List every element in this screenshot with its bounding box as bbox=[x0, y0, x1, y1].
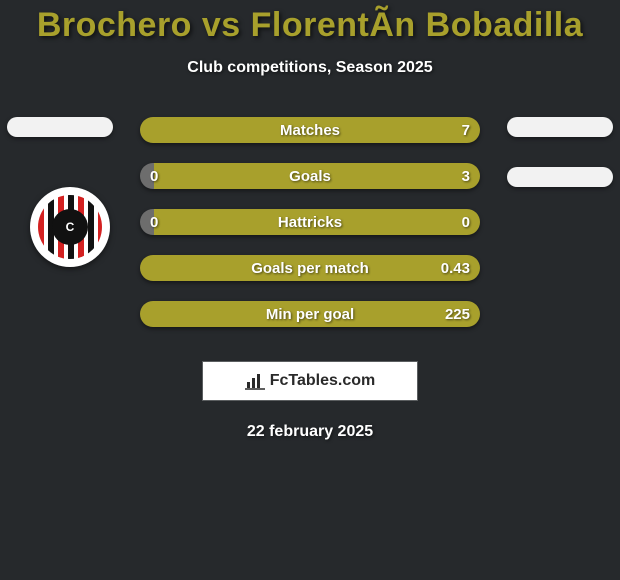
brand-text: FcTables.com bbox=[270, 372, 376, 390]
stat-bar: Matches7 bbox=[140, 117, 480, 143]
stat-bar-label: Goals bbox=[140, 163, 480, 189]
player-right-placeholder bbox=[507, 117, 613, 137]
comparison-body: C Matches7Goals03Hattricks00Goals per ma… bbox=[0, 117, 620, 441]
subtitle: Club competitions, Season 2025 bbox=[187, 59, 432, 77]
stat-bar: Min per goal225 bbox=[140, 301, 480, 327]
stat-bar-label: Matches bbox=[140, 117, 480, 143]
comparison-card: Brochero vs FlorentÃ­n Bobadilla Club co… bbox=[0, 0, 620, 580]
stat-bar-right-value: 225 bbox=[445, 301, 470, 327]
stat-bar-left-value: 0 bbox=[150, 163, 158, 189]
stat-bar-left-value: 0 bbox=[150, 209, 158, 235]
brand-watermark: FcTables.com bbox=[202, 361, 418, 401]
stat-bar-list: Matches7Goals03Hattricks00Goals per matc… bbox=[140, 117, 480, 327]
stat-bar-right-value: 0.43 bbox=[441, 255, 470, 281]
stat-bar-label: Goals per match bbox=[140, 255, 480, 281]
player-right-placeholder-2 bbox=[507, 167, 613, 187]
stat-bar: Goals per match0.43 bbox=[140, 255, 480, 281]
stat-bar: Goals0 3 bbox=[140, 163, 480, 189]
stat-bar-right-value: 3 bbox=[462, 163, 470, 189]
stat-bar: Hattricks0 0 bbox=[140, 209, 480, 235]
club-badge-left: C bbox=[30, 187, 110, 267]
stat-bar-right-value: 0 bbox=[462, 209, 470, 235]
page-title: Brochero vs FlorentÃ­n Bobadilla bbox=[37, 6, 583, 45]
stat-bar-label: Hattricks bbox=[140, 209, 480, 235]
stat-bar-label: Min per goal bbox=[140, 301, 480, 327]
club-badge-emblem: C bbox=[52, 209, 88, 245]
stat-bar-right-value: 7 bbox=[462, 117, 470, 143]
player-left-placeholder bbox=[7, 117, 113, 137]
date-line: 22 february 2025 bbox=[0, 423, 620, 441]
bar-chart-icon bbox=[245, 372, 265, 390]
